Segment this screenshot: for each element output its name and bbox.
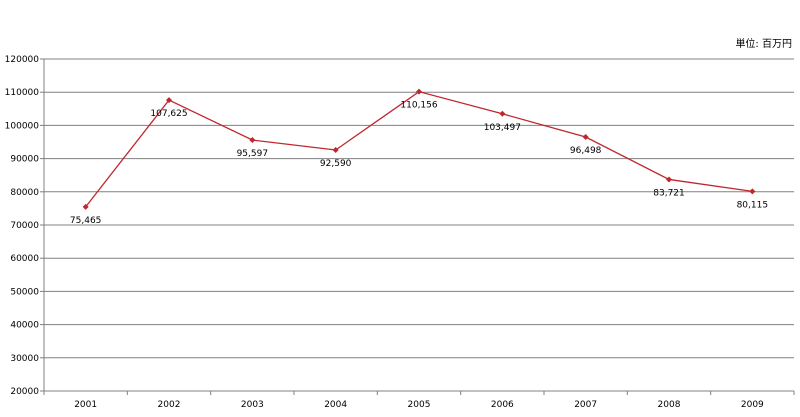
y-tick-label: 30000 [10,354,39,364]
data-point [166,97,172,104]
y-tick-label: 60000 [10,254,39,264]
data-point [582,134,589,141]
y-tick-labels: 20000 30000 40000 50000 60000 70000 80000 90000… [5,55,40,397]
y-tick-label: 110000 [5,88,40,98]
y-tick-label: 120000 [5,55,40,65]
x-tick-label: 2004 [324,400,347,410]
data-label: 95,597 [237,149,269,159]
data-labels: 75,465 107,625 95,597 92,590 110,156 103,497 9… [70,101,768,226]
axes [40,58,795,395]
x-tick-label: 2001 [74,400,97,410]
x-tick-label: 2007 [574,400,597,410]
data-point [499,110,506,117]
x-tick-label: 2003 [241,400,264,410]
y-tick-label: 20000 [10,387,39,397]
x-tick-label: 2005 [408,400,431,410]
y-tick-label: 90000 [10,155,39,165]
y-tick-label: 100000 [5,121,40,131]
x-tick-label: 2009 [741,400,764,410]
x-tick-label: 2006 [491,400,514,410]
x-tick-labels: 2001 2002 2003 2004 2005 2006 2007 2008 2009 [74,400,764,410]
x-tick-label: 2008 [658,400,681,410]
x-tick-label: 2002 [158,400,181,410]
data-point [82,203,89,210]
data-label: 83,721 [653,188,685,198]
data-point [749,188,756,195]
data-point [666,176,672,183]
data-label: 103,497 [484,123,521,133]
series-group [82,88,756,210]
data-point [249,137,256,144]
data-point [416,88,422,95]
data-label: 110,156 [400,101,437,111]
data-label: 96,498 [570,146,602,156]
y-tick-label: 80000 [10,188,39,198]
data-point [332,147,339,154]
y-tick-label: 40000 [10,321,39,331]
data-label: 75,465 [70,216,102,226]
y-tick-label: 50000 [10,287,39,297]
data-label: 92,590 [320,159,352,169]
y-tick-label: 70000 [10,221,39,231]
unit-label: 単位: 百万円 [735,37,792,50]
data-label: 107,625 [150,109,187,119]
data-label: 80,115 [737,200,769,210]
